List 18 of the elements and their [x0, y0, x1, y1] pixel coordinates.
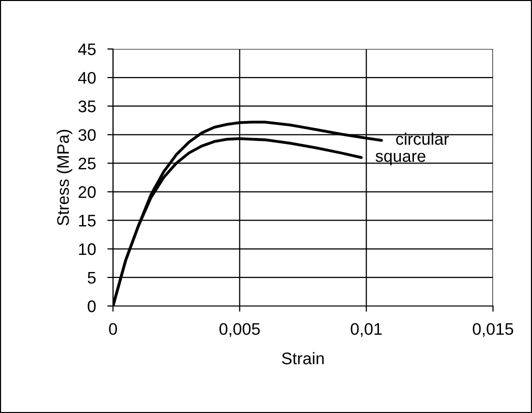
x-axis-title: Strain [282, 352, 324, 364]
y-tick-label: 25 [78, 158, 96, 170]
y-tick-label: 5 [88, 272, 96, 284]
y-tick-label: 20 [78, 186, 96, 198]
y-tick-label: 30 [78, 129, 96, 141]
series-label: circular [396, 132, 449, 145]
x-tick-label: 0 [109, 323, 117, 335]
y-axis-title: Stress (MPa) [56, 130, 72, 226]
y-tick-label: 35 [78, 100, 96, 112]
x-tick-label: 0,01 [350, 323, 382, 337]
y-tick-label: 15 [79, 214, 96, 227]
y-tick-label: 0 [88, 300, 96, 312]
y-tick-label: 45 [78, 44, 96, 56]
y-tick-label: 40 [78, 72, 96, 84]
x-tick-label: 0,015 [472, 323, 514, 337]
series-label: square [376, 152, 426, 166]
x-tick-label: 0,005 [219, 323, 260, 337]
y-tick-label: 10 [79, 243, 96, 256]
